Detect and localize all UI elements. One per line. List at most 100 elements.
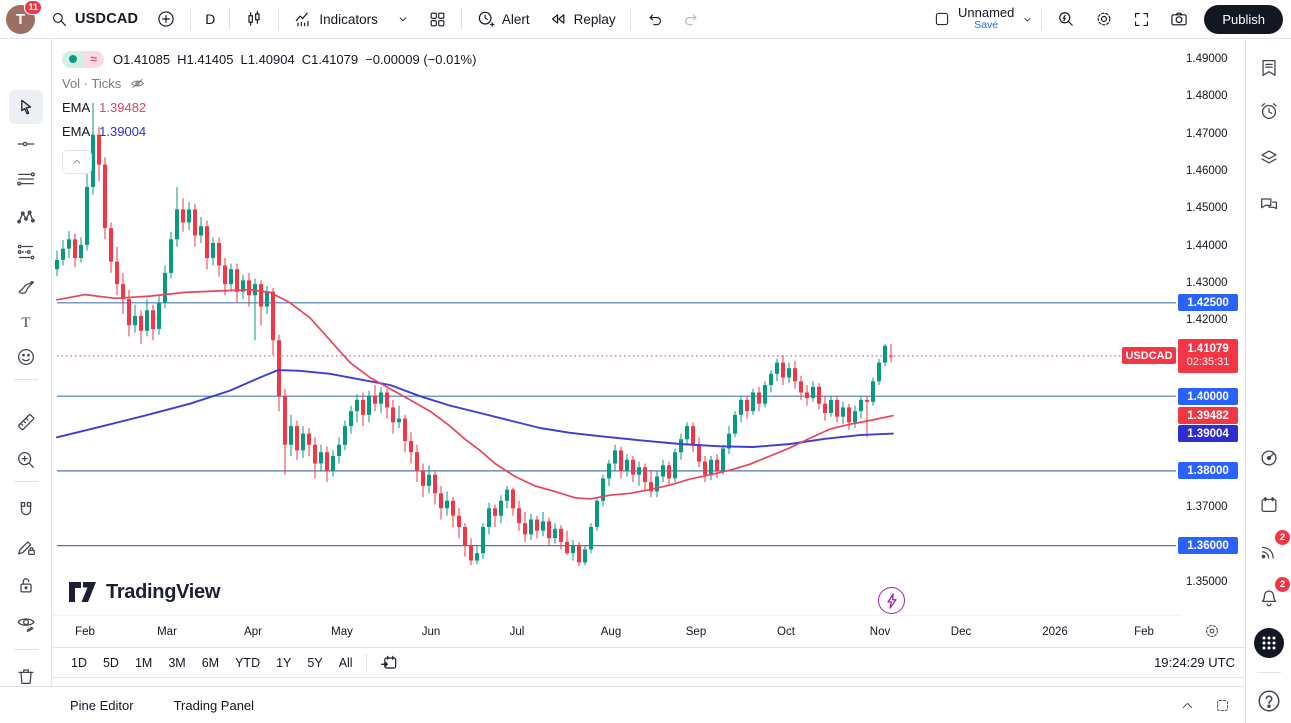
server-clock[interactable]: 19:24:29 UTC	[1154, 655, 1235, 670]
fullscreen-button[interactable]	[1125, 6, 1158, 33]
range-button-5y[interactable]: 5Y	[300, 653, 329, 673]
plus-circle-icon	[158, 11, 174, 27]
settings-button[interactable]	[1087, 5, 1121, 33]
calendar-icon	[1261, 497, 1277, 513]
ema-line[interactable]	[56, 288, 894, 500]
notifications-button[interactable]: 2	[1252, 577, 1290, 615]
indicators-templates-chevron[interactable]	[389, 8, 417, 30]
ema-slow-badge: 1.39004	[1178, 425, 1238, 442]
candle-body	[757, 392, 761, 404]
candle-body	[715, 459, 719, 471]
ema2-value: 1.39004	[99, 123, 147, 139]
redo-button[interactable]	[675, 6, 708, 33]
lock-drawings-button[interactable]	[9, 568, 43, 602]
market-event-lightning-icon[interactable]	[878, 587, 905, 614]
panel-maximize-button[interactable]	[1214, 697, 1231, 714]
drawing-mode-lock-button[interactable]	[9, 530, 43, 564]
screener-button[interactable]	[1252, 441, 1286, 475]
legend-collapse-button[interactable]	[62, 150, 92, 174]
candle-body	[313, 444, 317, 464]
screenshot-button[interactable]	[1162, 5, 1196, 33]
undo-button[interactable]	[638, 6, 671, 33]
indicators-button[interactable]: Indicators	[286, 5, 385, 33]
ema-line[interactable]	[56, 369, 894, 448]
data-status-pill[interactable]: ≈	[62, 50, 104, 68]
replay-icon	[551, 14, 565, 24]
range-button-ytd[interactable]: YTD	[228, 653, 267, 673]
range-button-1m[interactable]: 1M	[128, 653, 159, 673]
range-button-6m[interactable]: 6M	[195, 653, 226, 673]
connection-status-icon	[62, 50, 83, 68]
trading-panel-tab[interactable]: Trading Panel	[173, 697, 255, 713]
ema2-legend-row[interactable]: EMA 1.39004	[62, 120, 476, 142]
axis-settings-button[interactable]	[1202, 620, 1224, 642]
range-button-3m[interactable]: 3M	[161, 653, 192, 673]
watchlist-button[interactable]	[1252, 51, 1286, 85]
candle-body	[211, 243, 215, 258]
candle-body	[163, 272, 167, 303]
trend-line-tool-button[interactable]	[9, 127, 43, 161]
measure-tool-button[interactable]	[9, 405, 43, 439]
hide-drawings-button[interactable]	[9, 606, 43, 640]
symbol-search-button[interactable]: USDCAD	[43, 6, 145, 33]
quick-search-button[interactable]	[1049, 5, 1083, 33]
watchlist-icon	[1262, 60, 1276, 76]
pattern-tool-button[interactable]	[9, 200, 43, 234]
toolbar-divider	[14, 379, 38, 380]
eye-crossed-icon[interactable]	[129, 75, 146, 92]
text-tool-button[interactable]: T	[9, 305, 43, 339]
candle-body	[823, 403, 827, 413]
candle-body	[685, 426, 689, 440]
range-button-1y[interactable]: 1Y	[269, 653, 298, 673]
candle-body	[349, 411, 353, 427]
remove-objects-button[interactable]	[9, 659, 43, 693]
brush-tool-button[interactable]	[9, 270, 43, 304]
chat-button[interactable]	[1252, 187, 1286, 221]
volume-legend-row[interactable]: Vol · Ticks	[62, 72, 476, 94]
candle-body	[457, 515, 461, 527]
candle-body	[205, 226, 209, 258]
panel-collapse-button[interactable]	[1179, 697, 1196, 714]
cursor-tool-button[interactable]	[9, 90, 43, 124]
user-avatar[interactable]: T 11	[6, 0, 42, 34]
range-button-5d[interactable]: 5D	[96, 653, 126, 673]
price-axis[interactable]: 1.49000 1.48000 1.47000 1.46000 1.45000 1.440…	[1178, 39, 1245, 647]
magnet-mode-button[interactable]	[9, 492, 43, 526]
candle-body	[427, 474, 431, 486]
compare-add-symbol-button[interactable]	[149, 5, 183, 33]
zoom-in-tool-button[interactable]	[9, 443, 43, 477]
interval-button[interactable]: D	[198, 7, 222, 31]
range-button-all[interactable]: All	[332, 653, 360, 673]
prediction-tool-button[interactable]	[9, 235, 43, 269]
candle-body	[259, 284, 263, 307]
object-tree-button[interactable]	[1252, 140, 1286, 174]
redo-icon	[684, 14, 697, 25]
candle-body	[697, 444, 701, 462]
pine-editor-tab[interactable]: Pine Editor	[70, 697, 134, 713]
fullscreen-icon	[1135, 12, 1149, 26]
calendar-button[interactable]	[1252, 488, 1286, 522]
alert-button[interactable]: Alert	[469, 5, 537, 33]
help-button[interactable]	[1252, 684, 1286, 718]
go-to-date-button[interactable]	[373, 651, 405, 675]
chart-type-button[interactable]	[237, 5, 271, 33]
time-axis[interactable]: Feb Mar Apr May Jun Jul Aug Sep Oct Nov Dec 2026 Feb	[52, 615, 1180, 647]
emoji-tool-button[interactable]	[9, 340, 43, 374]
range-button-1d[interactable]: 1D	[64, 653, 94, 673]
ohlc-row[interactable]: ≈ O1.41085 H1.41405 L1.40904 C1.41079 −0…	[62, 48, 476, 70]
price-axis-label: 1.45000	[1186, 202, 1228, 214]
alerts-panel-button[interactable]	[1252, 94, 1286, 128]
chevron-down-icon	[1024, 17, 1031, 22]
fib-retracement-tool-button[interactable]	[9, 162, 43, 196]
save-link[interactable]: Save	[974, 19, 999, 32]
replay-button[interactable]: Replay	[541, 5, 623, 33]
chart-canvas[interactable]	[52, 39, 1245, 615]
apps-menu-button[interactable]	[1252, 626, 1286, 660]
save-layout-control[interactable]: Unnamed Save	[933, 5, 1034, 32]
streams-button[interactable]: 2	[1252, 530, 1290, 568]
layout-grid-button[interactable]	[421, 6, 454, 33]
ema1-legend-row[interactable]: EMA 1.39482	[62, 96, 476, 118]
candle-body	[229, 269, 233, 285]
candle-body	[319, 452, 323, 464]
publish-button[interactable]: Publish	[1204, 4, 1283, 34]
